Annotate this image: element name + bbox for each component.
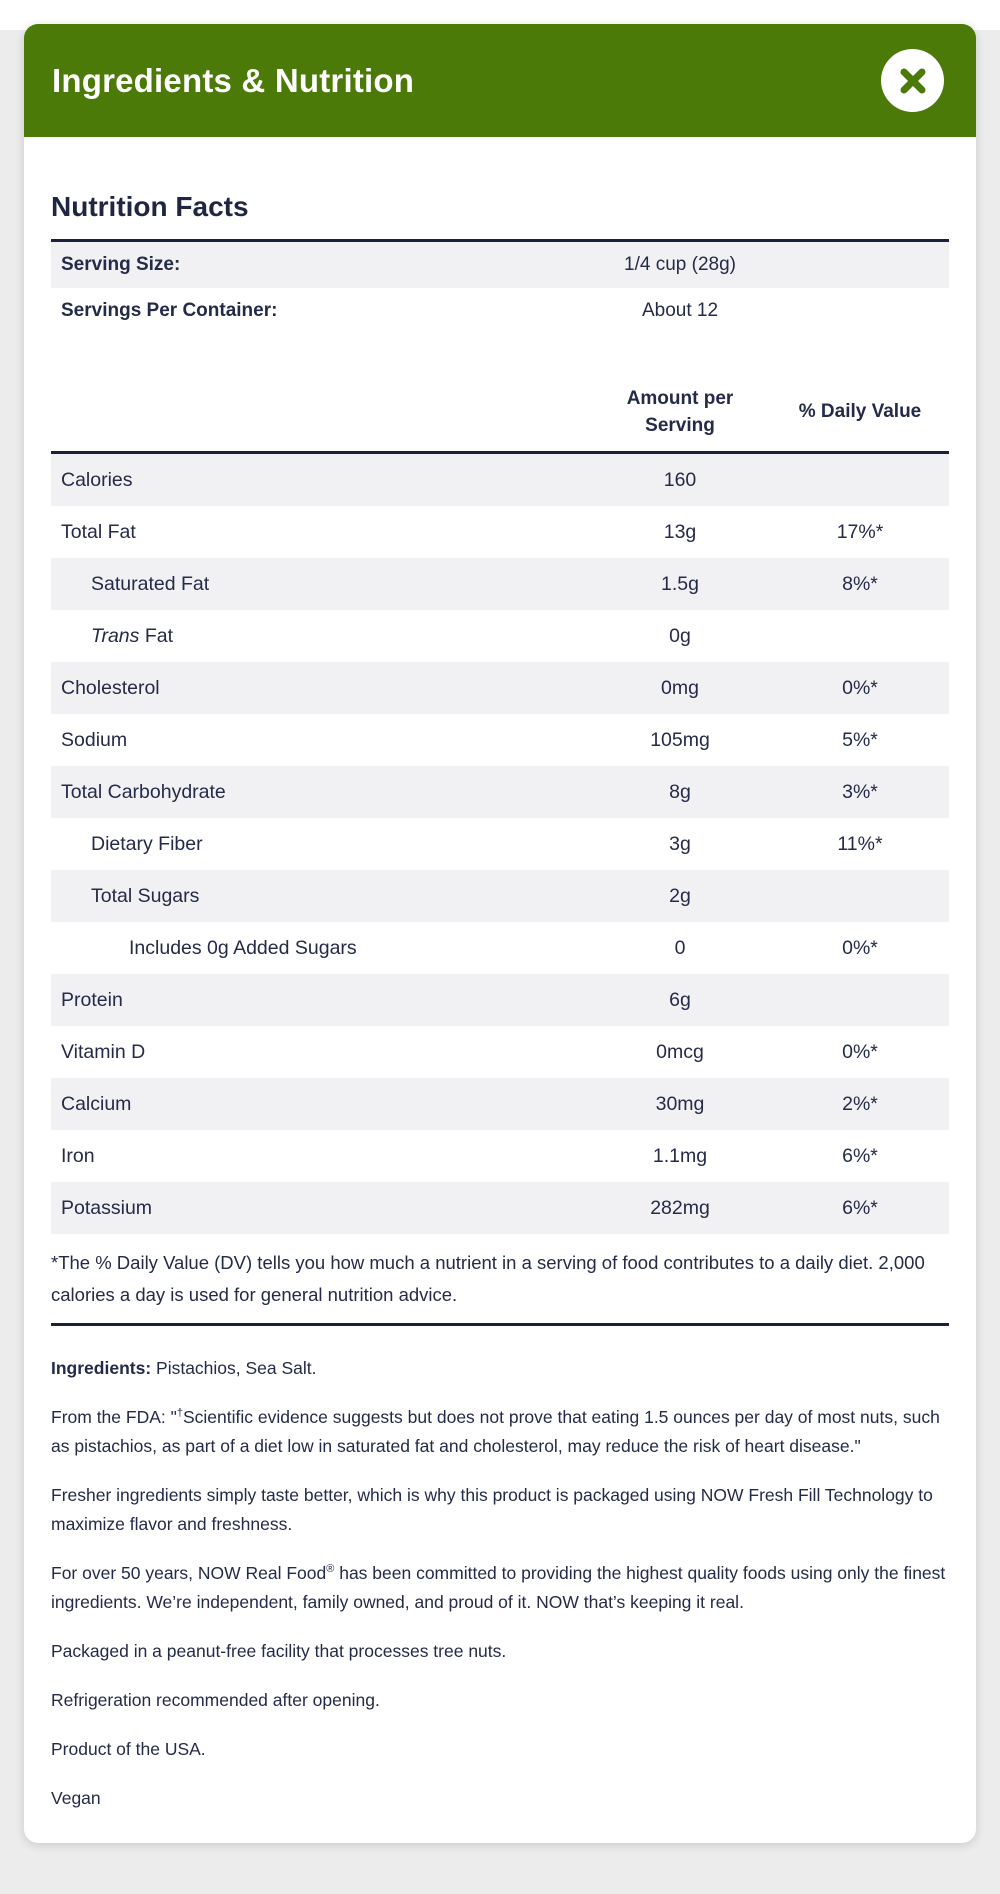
fresh-fill-statement: Fresher ingredients simply taste better,… [51, 1484, 933, 1534]
brand-text: has been committed to providing the high… [51, 1563, 946, 1613]
daily-value-footnote: *The % Daily Value (DV) tells you how mu… [51, 1252, 925, 1305]
nutrient-amount: 160 [663, 468, 697, 491]
nutrient-dv: 6%* [842, 1196, 878, 1219]
nutrient-label: Includes 0g Added Sugars [129, 936, 357, 959]
table-row: Trans Fat 0g [51, 610, 949, 662]
nutrient-label: Saturated Fat [91, 572, 210, 595]
table-row: Protein 6g [51, 974, 949, 1027]
nutrient-amount: 0 [674, 936, 686, 959]
nutrient-amount: 6g [669, 988, 691, 1011]
close-button[interactable] [881, 49, 944, 112]
ingredients-value: Pistachios, Sea Salt. [151, 1357, 317, 1378]
nutrient-label: Sodium [61, 728, 128, 751]
nutrient-label: Fat [139, 624, 173, 647]
nutrient-amount: 3g [669, 832, 691, 855]
servings-per-container-label: Servings Per Container: [61, 300, 278, 321]
table-row: Total Carbohydrate 8g 3%* [51, 766, 949, 819]
nutrient-amount: 30mg [655, 1092, 705, 1115]
nutrient-amount: 8g [669, 780, 691, 803]
allergen-statement: Packaged in a peanut-free facility that … [51, 1641, 507, 1662]
nutrient-amount: 282mg [650, 1196, 710, 1219]
divider-table-bottom [51, 1322, 949, 1326]
origin-statement: Product of the USA. [51, 1739, 206, 1760]
serving-size-label: Serving Size: [61, 254, 181, 275]
divider-table-top [51, 451, 949, 455]
table-row: Calcium 30mg 2%* [51, 1078, 949, 1131]
fda-text: Scientific evidence suggests but does no… [51, 1406, 940, 1456]
nutrient-label: Dietary Fiber [91, 832, 203, 855]
nutrient-label: Total Carbohydrate [61, 780, 226, 803]
ingredients-line: Ingredients: Pistachios, Sea Salt. [51, 1354, 949, 1383]
registered-mark: ® [326, 1563, 335, 1576]
brand-statement: For over 50 years, NOW Real Food® has be… [51, 1559, 949, 1617]
serving-size-value: 1/4 cup (28g) [624, 254, 736, 275]
table-row: Vitamin D 0mcg 0%* [51, 1026, 949, 1078]
nutrient-amount: 0mcg [656, 1040, 704, 1063]
ingredients-nutrition-modal: Ingredients & Nutrition Nutrition Facts … [24, 24, 976, 1844]
table-row: Dietary Fiber 3g 11%* [51, 818, 949, 870]
refrigeration-statement: Refrigeration recommended after opening. [51, 1690, 380, 1711]
nutrient-label: Total Sugars [91, 884, 200, 907]
nutrient-dv: 11%* [837, 832, 883, 855]
nutrient-label: Calcium [61, 1092, 132, 1115]
nutrient-dv: 0%* [842, 936, 878, 959]
table-row: Includes 0g Added Sugars 0 0%* [51, 922, 949, 974]
nutrient-label: Calories [61, 468, 133, 491]
servings-per-container-row: Servings Per Container: About 12 [51, 288, 949, 334]
nutrient-label-italic: Trans [91, 624, 140, 647]
nutrient-dv: 17%* [836, 520, 884, 543]
table-row: Total Sugars 2g [51, 870, 949, 923]
serving-size-row: Serving Size: 1/4 cup (28g) [51, 242, 949, 288]
table-row: Iron 1.1mg 6%* [51, 1130, 949, 1182]
nutrient-amount: 0mg [661, 676, 699, 699]
nutrient-amount: 105mg [650, 728, 710, 751]
table-row: Sodium 105mg 5%* [51, 714, 949, 766]
diet-statement: Vegan [51, 1788, 101, 1809]
nutrient-label: Protein [61, 988, 123, 1011]
nutrient-label: Iron [61, 1144, 95, 1167]
fda-statement: From the FDA: "†Scientific evidence sugg… [51, 1403, 949, 1461]
ingredients-label: Ingredients: [51, 1357, 152, 1378]
modal-header: Ingredients & Nutrition [24, 24, 976, 137]
table-row: Saturated Fat 1.5g 8%* [51, 558, 949, 611]
modal-body: Nutrition Facts Serving Size: 1/4 cup (2… [24, 137, 976, 1843]
table-row: Cholesterol 0mg 0%* [51, 662, 949, 715]
nutrient-label: Vitamin D [61, 1040, 146, 1063]
nutrient-amount: 1.1mg [652, 1144, 708, 1167]
nutrient-dv: 6%* [842, 1144, 878, 1167]
table-row: Calories 160 [51, 454, 949, 507]
nutrient-label: Total Fat [61, 520, 136, 543]
nutrient-amount: 2g [669, 884, 691, 907]
nutrient-dv: 5%* [842, 728, 878, 751]
nutrient-label: Potassium [61, 1196, 153, 1219]
nutrient-dv: 2%* [842, 1092, 878, 1115]
brand-prefix: For over 50 years, NOW Real Food [51, 1563, 327, 1584]
nutrient-dv: 8%* [842, 572, 878, 595]
modal-title: Ingredients & Nutrition [52, 61, 415, 99]
dagger-mark: † [176, 1407, 183, 1420]
daily-value-column-header: % Daily Value [798, 401, 922, 423]
nutrient-label: Cholesterol [61, 676, 160, 699]
servings-per-container-value: About 12 [641, 300, 719, 321]
nutrient-dv: 0%* [842, 676, 878, 699]
nutrition-facts-title: Nutrition Facts [51, 191, 249, 222]
product-details: Ingredients: Pistachios, Sea Salt. From … [51, 1354, 949, 1814]
table-row: Total Fat 13g 17%* [51, 506, 949, 558]
nutrient-amount: 1.5g [661, 572, 699, 595]
fda-prefix: From the FDA: " [51, 1406, 177, 1427]
nutrient-amount: 13g [663, 520, 697, 543]
table-row: Potassium 282mg 6%* [51, 1182, 949, 1235]
amount-column-header: Amount per Serving [626, 388, 734, 436]
nutrient-dv: 3%* [842, 780, 878, 803]
nutrient-amount: 0g [669, 624, 691, 647]
nutrient-dv: 0%* [842, 1040, 878, 1063]
table-column-headers: Amount per Serving % Daily Value [51, 378, 949, 451]
divider-top [51, 239, 949, 242]
nutrient-rows: Calories 160 Total Fat 13g 17%* Saturate… [51, 454, 949, 1235]
close-icon [898, 66, 928, 96]
